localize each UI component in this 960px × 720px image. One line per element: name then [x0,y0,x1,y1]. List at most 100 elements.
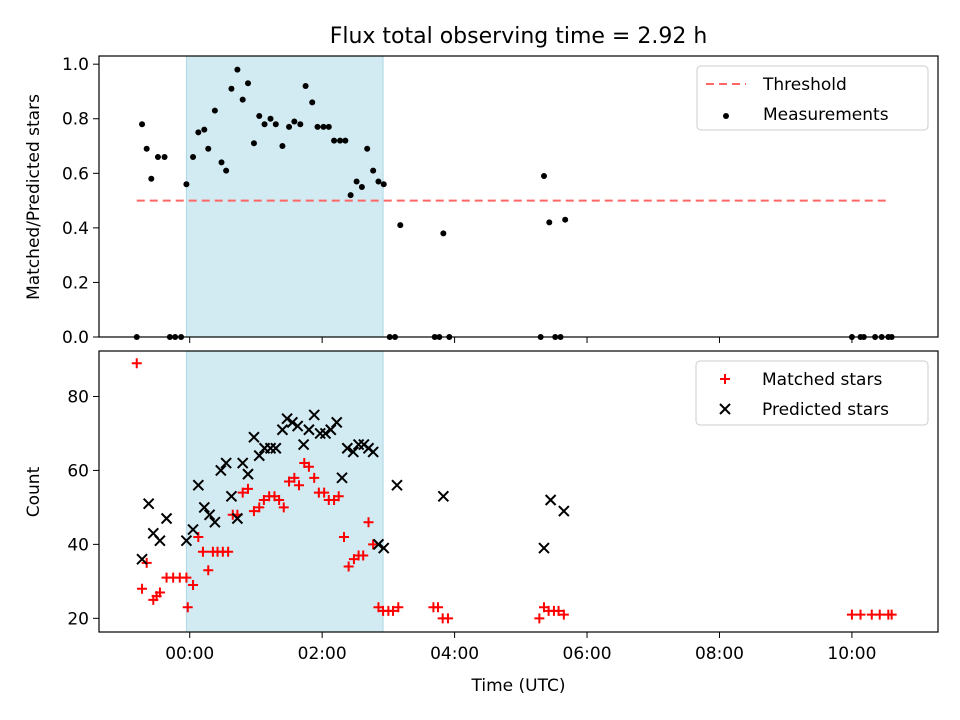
bottom-y-tick-label: 20 [67,609,89,629]
top-y-tick-label: 0.6 [62,164,89,184]
bottom-panel: 20 40 60 80 00:00 02:00 04:00 06:00 08:00 10:00 Ma… [67,350,939,664]
bottom-y-tick-label: 60 [67,461,89,481]
measurement-point [211,107,218,114]
x-tick-label: 06:00 [563,644,612,664]
predicted-star-point [558,505,570,517]
top-y-tick-label: 0.0 [62,328,89,348]
predicted-star-point [225,490,238,503]
measurement-point [244,80,251,87]
matched-star-point [137,583,148,594]
predicted-star-point [220,457,232,469]
matched-star-point [553,605,564,616]
legend-predicted-swatch [719,403,731,415]
predicted-star-point [372,538,385,551]
bottom-legend-box [695,360,929,426]
x-tick-label: 10:00 [827,644,876,664]
matched-star-point [433,602,444,613]
matched-star-point [393,602,404,613]
x-tick-label: 04:00 [430,644,479,664]
predicted-star-point [303,424,315,436]
predicted-star-point [231,512,244,525]
measurement-point [183,181,190,188]
legend-label: Matched stars [762,370,882,390]
measurement-point [364,145,371,152]
measurement-point [205,145,212,152]
matched-star-point [303,461,314,472]
matched-star-point [254,502,265,513]
measurement-point [342,137,349,144]
predicted-star-point [336,472,348,484]
matched-star-point [855,609,866,620]
matched-star-point [223,546,234,557]
x-tick-label: 08:00 [695,644,744,664]
predicted-star-point [281,412,293,425]
top-legend-box [696,65,929,131]
bottom-legend: Matched stars Predicted stars [695,360,929,426]
measurement-point [148,175,155,182]
predicted-star-point [291,420,304,432]
predicted-star-point [203,509,216,521]
matched-star-point [237,487,248,498]
matched-star-point [333,491,344,502]
matched-star-point [278,502,289,513]
measurement-point [272,121,279,128]
bottom-series-x [136,409,570,565]
measurement-point [325,123,332,130]
predicted-star-point [142,497,155,510]
predicted-star-point [253,449,265,462]
predicted-star-point [308,409,320,421]
matched-star-point [886,609,897,620]
matched-star-point [284,476,295,487]
matched-star-point [181,572,192,583]
bottom-y-tick-label: 80 [67,387,89,407]
top-y-tick-label: 0.8 [62,110,89,130]
measurement-point [139,121,146,128]
matched-star-point [534,613,545,624]
matched-star-point [274,495,285,506]
matched-star-point [368,539,379,550]
measurement-point [331,137,338,144]
legend-measurements-swatch [723,113,729,119]
top-y-tick-label: 0.2 [62,273,89,293]
predicted-star-point [187,523,199,536]
predicted-star-point [192,479,205,491]
measurement-point [370,167,377,174]
matched-star-point [442,613,453,624]
measurement-point [353,178,360,185]
top-y-axis-label: Matched/Predicted stars [24,94,44,300]
measurement-point [223,167,230,174]
matched-star-point [358,550,369,561]
measurement-point [161,153,168,160]
predicted-star-point [437,490,450,503]
measurement-point [267,115,274,122]
top-axes-frame [98,55,939,338]
matched-star-point [131,358,142,369]
top-y-tick-label: 1.0 [62,55,89,75]
matched-star-point [339,531,350,542]
matched-star-point [874,609,885,620]
matched-star-point [343,561,354,572]
bottom-y-axis-label: Count [24,466,44,517]
measurement-point [358,183,365,190]
predicted-star-point [248,431,260,443]
predicted-star-point [347,446,359,458]
matched-star-point [289,472,300,483]
measurement-point [546,219,553,226]
predicted-star-point [544,494,557,506]
predicted-star-point [270,442,282,454]
predicted-star-point [154,534,166,547]
predicted-star-point [236,457,249,469]
matched-star-point [258,495,269,506]
predicted-star-point [297,438,310,451]
predicted-star-point [160,512,173,525]
measurement-point [143,145,150,152]
measurement-point [440,230,447,237]
measurement-point [375,178,382,185]
matched-star-point [203,565,214,576]
measurement-point [279,143,286,150]
predicted-star-point [391,479,403,491]
matched-star-point [293,480,304,491]
measurement-point [380,181,387,188]
measurement-point [337,137,344,144]
